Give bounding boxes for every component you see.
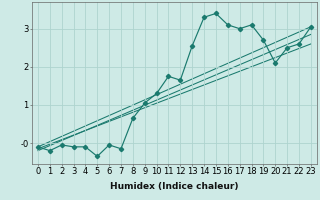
X-axis label: Humidex (Indice chaleur): Humidex (Indice chaleur) <box>110 182 239 191</box>
